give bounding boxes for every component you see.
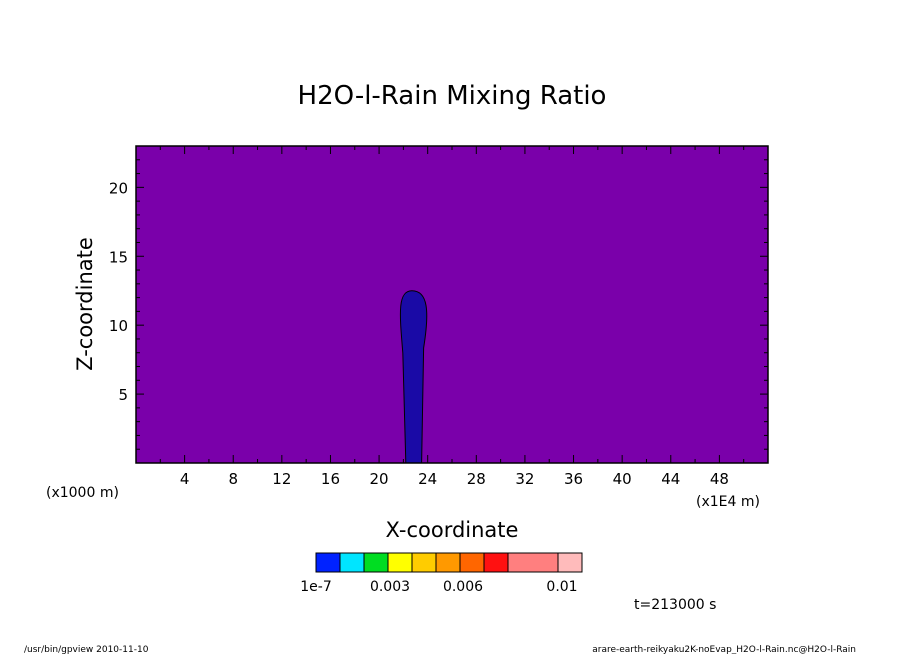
x-tick-label: 12: [272, 470, 291, 488]
x-tick-label: 4: [180, 470, 190, 488]
colorbar-swatch: [315, 552, 341, 573]
colorbar-swatch: [459, 552, 485, 573]
colorbar-label: 0.006: [443, 579, 483, 595]
x-tick-label: 44: [661, 470, 680, 488]
colorbar-label: 0.01: [546, 579, 577, 595]
x-tick-label: 24: [418, 470, 437, 488]
y-tick-label: 15: [109, 248, 128, 266]
y-tick-label: 10: [109, 317, 128, 335]
y-axis-label: Z-coordinate: [73, 237, 97, 371]
chart-title: H2O-l-Rain Mixing Ratio: [298, 81, 607, 111]
footer-left: /usr/bin/gpview 2010-11-10: [24, 645, 149, 654]
colorbar-swatch: [339, 552, 365, 573]
colorbar-swatch: [557, 552, 583, 573]
y-tick-label: 5: [118, 386, 128, 404]
y-unit-label: (x1000 m): [46, 485, 119, 501]
x-tick-label: 8: [228, 470, 238, 488]
x-tick-label: 20: [370, 470, 389, 488]
colorbar-swatch: [387, 552, 413, 573]
x-tick-label: 36: [564, 470, 583, 488]
y-ticks: 5 10 15 20: [109, 159, 768, 450]
plot-area: [136, 146, 768, 463]
x-tick-label: 48: [710, 470, 729, 488]
colorbar-labels: 1e-7 0.003 0.006 0.01: [300, 579, 577, 595]
x-axis-label: X-coordinate: [386, 518, 519, 542]
colorbar-swatch: [483, 552, 509, 573]
x-tick-label: 28: [467, 470, 486, 488]
x-tick-label: 40: [613, 470, 632, 488]
rain-plume: [399, 290, 428, 464]
time-label: t=213000 s: [634, 597, 716, 613]
x-tick-label: 16: [321, 470, 340, 488]
colorbar-swatch: [507, 552, 559, 573]
y-tick-label: 20: [109, 179, 128, 197]
footer-right: arare-earth-reikyaku2K-noEvap_H2O-l-Rain…: [592, 645, 856, 654]
x-tick-label: 32: [515, 470, 534, 488]
colorbar-label: 0.003: [370, 579, 410, 595]
x-unit-label: (x1E4 m): [696, 494, 760, 510]
colorbar-swatch: [363, 552, 389, 573]
colorbar: [315, 552, 583, 573]
colorbar-swatch: [411, 552, 437, 573]
colorbar-swatch: [435, 552, 461, 573]
colorbar-label: 1e-7: [300, 579, 331, 595]
x-ticks: 4 8 12 16 20 24 28 32 36 40 44 48: [159, 146, 745, 488]
